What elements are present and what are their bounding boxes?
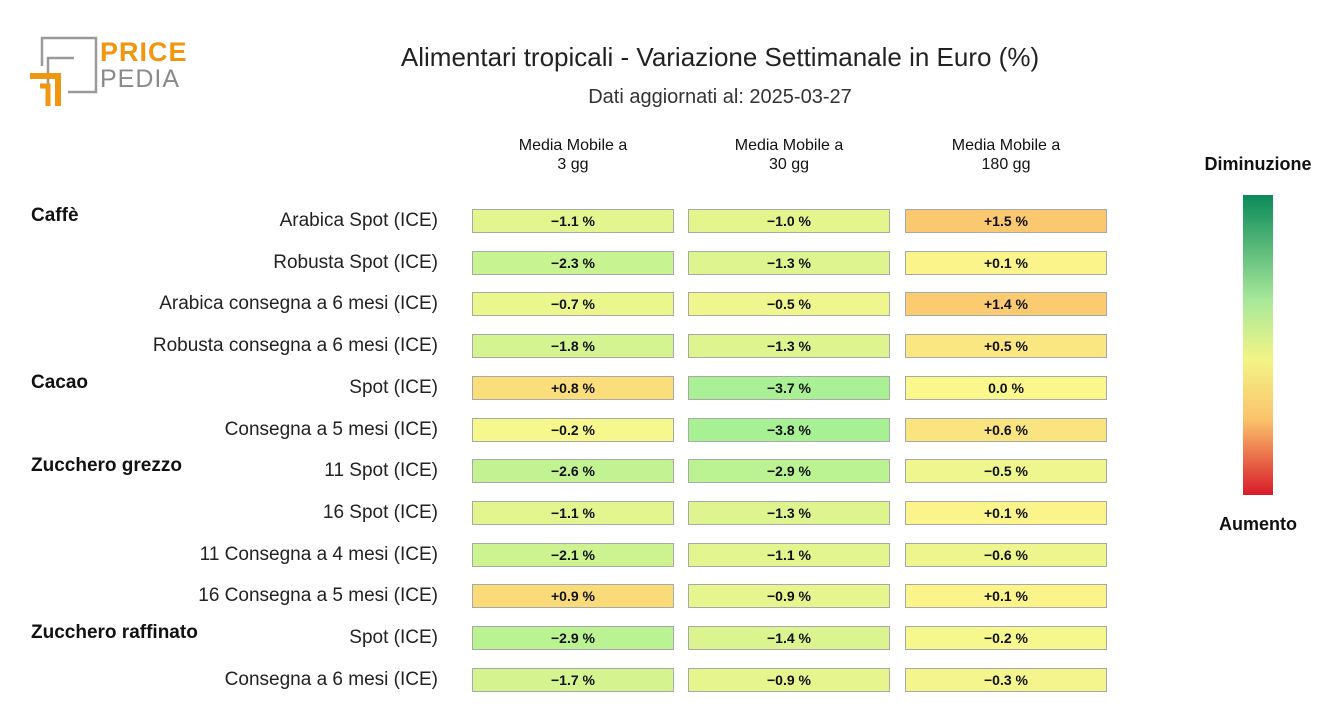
group-label: Zucchero raffinato (31, 622, 198, 643)
logo-mark-icon (30, 36, 98, 106)
chart-subtitle: Dati aggiornati al: 2025-03-27 (588, 86, 852, 108)
legend-label-top: Diminuzione (1204, 154, 1312, 174)
heatmap-cell: +0.5 % (905, 334, 1107, 359)
heatmap-cell: −3.8 % (688, 417, 890, 442)
heatmap-cell: +0.8 % (472, 375, 674, 400)
heatmap-cell: −1.0 % (688, 209, 890, 233)
heatmap-cell: 0.0 % (905, 375, 1107, 400)
row-label: Arabica consegna a 6 mesi (ICE) (159, 293, 438, 315)
chart-title: Alimentari tropicali - Variazione Settim… (400, 42, 1040, 72)
legend-color-scale (1243, 195, 1273, 495)
row-label: 16 Consegna a 5 mesi (ICE) (198, 585, 438, 607)
legend-label-bottom: Aumento (1219, 514, 1297, 534)
heatmap-cell: −1.4 % (688, 626, 890, 650)
heatmap-cell: +0.9 % (472, 584, 674, 609)
heatmap-cell: −2.6 % (472, 459, 674, 484)
heatmap-cell: −0.9 % (688, 667, 890, 692)
heatmap-cell: −3.7 % (688, 375, 890, 400)
heatmap-cell: −1.8 % (472, 334, 674, 359)
heatmap-cell: +0.1 % (905, 500, 1107, 525)
row-label: Spot (ICE) (349, 376, 438, 398)
heatmap-cell: −2.1 % (472, 542, 674, 567)
row-label: 16 Spot (ICE) (322, 501, 438, 523)
row-label: Consegna a 5 mesi (ICE) (224, 418, 438, 440)
logo-text-pedia: PEDIA (100, 65, 181, 93)
heatmap-cell: −1.3 % (688, 250, 890, 275)
column-header: Media Mobile a 180 gg (951, 137, 1061, 173)
heatmap-cell: +0.1 % (905, 584, 1107, 609)
heatmap-cell: −0.5 % (905, 459, 1107, 484)
heatmap-cell: −1.1 % (472, 500, 674, 525)
heatmap-cell: −1.1 % (688, 542, 890, 567)
row-label: Spot (ICE) (349, 627, 438, 648)
group-label: Cacao (31, 371, 89, 393)
pricepedia-logo: PRICE PEDIA (28, 36, 188, 112)
heatmap-cell: +1.5 % (905, 209, 1107, 233)
heatmap-cell: −2.9 % (688, 459, 890, 484)
heatmap-cell: −2.9 % (472, 626, 674, 650)
row-label: Robusta consegna a 6 mesi (ICE) (152, 335, 438, 357)
row-label: 11 Spot (ICE) (324, 460, 438, 482)
heatmap-cell: +1.4 % (905, 292, 1107, 317)
heatmap-cell: −0.2 % (905, 626, 1107, 650)
column-header: Media Mobile a 30 gg (734, 137, 844, 173)
row-label: 11 Consegna a 4 mesi (ICE) (199, 543, 438, 565)
group-label: Caffè (31, 205, 79, 226)
heatmap-cell: −1.3 % (688, 500, 890, 525)
heatmap-cell: −1.3 % (688, 334, 890, 359)
heatmap-cell: −1.7 % (472, 667, 674, 692)
column-header: Media Mobile a 3 gg (518, 137, 628, 173)
heatmap-cell: −2.3 % (472, 250, 674, 275)
heatmap-cell: −0.7 % (472, 292, 674, 317)
heatmap-cell: +0.1 % (905, 250, 1107, 275)
heatmap-cell: −1.1 % (472, 209, 674, 233)
row-label: Consegna a 6 mesi (ICE) (224, 668, 438, 690)
heatmap-cell: −0.5 % (688, 292, 890, 317)
row-label: Arabica Spot (ICE) (279, 210, 438, 231)
row-label: Robusta Spot (ICE) (273, 251, 438, 273)
heatmap-cell: −0.9 % (688, 584, 890, 609)
logo-text-price: PRICE (100, 37, 188, 67)
heatmap-cell: −0.2 % (472, 417, 674, 442)
heatmap-cell: −0.3 % (905, 667, 1107, 692)
group-label: Zucchero grezzo (31, 455, 182, 477)
heatmap-cell: −0.6 % (905, 542, 1107, 567)
heatmap-cell: +0.6 % (905, 417, 1107, 442)
